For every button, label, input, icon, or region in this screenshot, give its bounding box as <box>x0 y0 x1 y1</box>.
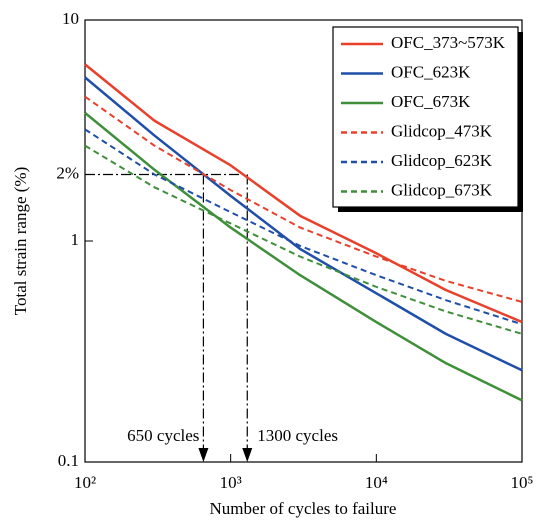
y-axis-title: Total strain range (%) <box>11 167 30 315</box>
x-tick-label: 10² <box>74 473 96 492</box>
annotation: 650 cycles <box>127 426 199 445</box>
x-tick-label: 10³ <box>220 473 242 492</box>
annotation: 1300 cycles <box>257 426 338 445</box>
y-tick-label: 2% <box>56 163 79 182</box>
arrow-head <box>198 448 209 462</box>
series-line <box>84 111 523 402</box>
series-line <box>84 95 523 303</box>
x-tick-label: 10⁴ <box>365 473 388 492</box>
x-axis-title: Number of cycles to failure <box>210 499 397 518</box>
y-tick-label: 10 <box>62 9 79 28</box>
legend-label: Glidcop_473K <box>391 121 493 140</box>
legend <box>332 26 519 208</box>
series-line <box>84 128 523 326</box>
arrow-head <box>242 448 253 462</box>
legend-label: OFC_623K <box>391 62 471 81</box>
legend-label: Glidcop_623K <box>391 151 493 170</box>
series-line <box>84 76 523 372</box>
x-tick-label: 10⁵ <box>511 473 534 492</box>
series-line <box>84 63 523 324</box>
legend-label: Glidcop_673K <box>391 180 493 199</box>
legend-label: OFC_673K <box>391 92 471 111</box>
series-line <box>84 144 523 335</box>
legend-label: OFC_373~573K <box>391 33 506 52</box>
y-tick-label: 0.1 <box>58 451 79 470</box>
y-tick-label: 1 <box>71 230 80 249</box>
